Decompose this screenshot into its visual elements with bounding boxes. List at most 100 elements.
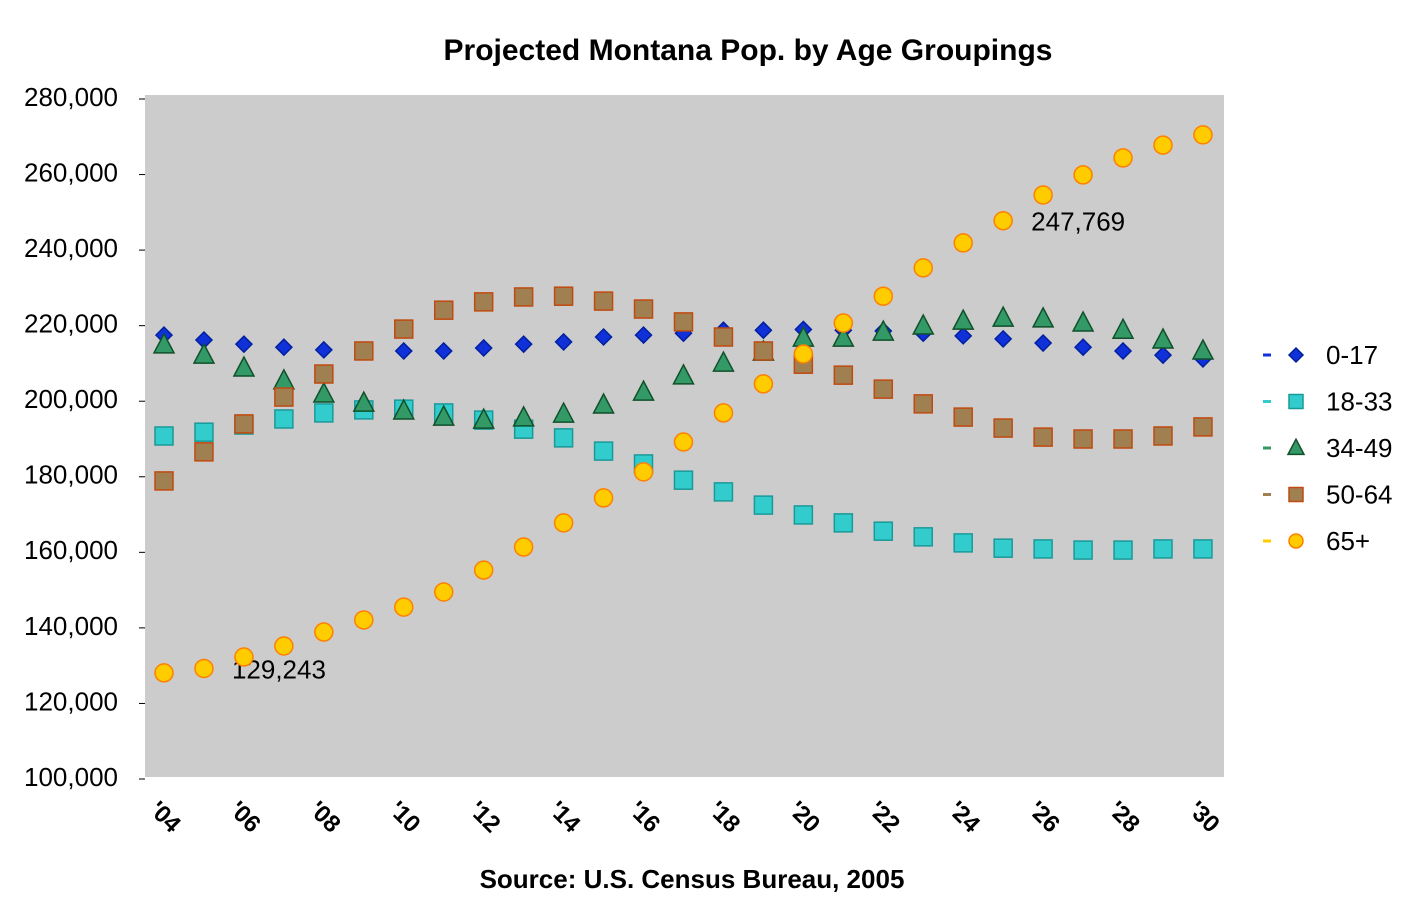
data-point <box>713 482 734 502</box>
data-point <box>633 462 654 482</box>
data-point <box>274 409 294 429</box>
data-point <box>354 341 374 361</box>
data-point <box>512 405 535 427</box>
data-point <box>712 350 735 372</box>
data-point <box>274 338 293 357</box>
data-point <box>793 344 814 364</box>
data-point <box>1113 429 1133 449</box>
data-point <box>753 495 774 515</box>
x-tick-label: '28 <box>1103 796 1145 838</box>
x-tick-label: '16 <box>623 796 665 838</box>
data-point <box>472 407 495 429</box>
data-point <box>634 326 653 345</box>
data-point <box>1193 125 1213 145</box>
data-point <box>232 355 256 377</box>
data-point <box>593 291 614 311</box>
data-point <box>833 513 854 533</box>
data-point <box>913 394 933 414</box>
data-point <box>593 441 614 461</box>
data-point <box>1034 333 1053 353</box>
legend-marker <box>1286 437 1306 456</box>
data-point <box>713 403 734 423</box>
data-point <box>154 663 174 683</box>
data-point <box>432 404 455 426</box>
data-point <box>913 527 933 547</box>
legend-marker <box>1288 533 1304 549</box>
data-point <box>1113 148 1133 168</box>
data-point <box>192 342 216 364</box>
data-point <box>234 335 253 354</box>
y-tick-label: 180,000 <box>24 460 118 490</box>
y-tick-label: 120,000 <box>24 686 118 716</box>
data-point <box>633 299 654 319</box>
data-point <box>394 597 414 617</box>
data-point <box>234 414 254 434</box>
data-point <box>993 538 1013 558</box>
data-point <box>593 488 614 508</box>
y-tick-label: 100,000 <box>24 762 118 792</box>
data-point <box>592 392 615 414</box>
data-point <box>513 537 534 557</box>
legend-marker <box>1288 393 1304 410</box>
y-tick-label: 220,000 <box>24 309 118 339</box>
data-point <box>873 379 894 399</box>
legend-label: 65+ <box>1326 526 1370 556</box>
data-point <box>394 319 414 339</box>
data-point <box>473 292 494 312</box>
data-point <box>793 505 814 525</box>
y-tick-label: 280,000 <box>24 82 118 112</box>
data-point <box>1033 539 1053 559</box>
data-point <box>753 374 774 394</box>
data-point <box>953 533 973 553</box>
data-point <box>1073 165 1093 185</box>
data-point <box>554 332 573 351</box>
data-point <box>1071 310 1095 332</box>
data-point <box>911 313 935 335</box>
data-point <box>312 381 336 403</box>
data-point <box>154 471 174 491</box>
data-point <box>1153 426 1173 446</box>
x-tick-label: '30 <box>1183 796 1225 838</box>
data-point <box>873 521 894 541</box>
x-tick-label: '24 <box>943 796 985 838</box>
x-tick-label: '04 <box>144 796 186 838</box>
data-point <box>152 332 176 354</box>
data-point <box>1111 317 1135 339</box>
data-point <box>833 365 854 385</box>
x-tick-label: '20 <box>783 796 825 838</box>
data-point <box>873 286 894 306</box>
data-point <box>872 319 895 341</box>
data-point <box>154 426 174 446</box>
chart-title: Projected Montana Pop. by Age Groupings <box>444 34 1053 67</box>
data-point <box>553 513 574 533</box>
data-point <box>433 300 454 320</box>
data-point <box>673 432 694 452</box>
data-point <box>951 308 975 330</box>
data-point <box>1153 135 1173 155</box>
data-point <box>632 379 655 401</box>
data-point <box>194 422 214 442</box>
data-point <box>552 401 575 423</box>
data-point <box>1033 427 1053 447</box>
data-point <box>954 326 973 345</box>
y-tick-label: 240,000 <box>24 233 118 263</box>
data-point <box>314 340 333 359</box>
y-tick-label: 160,000 <box>24 535 118 565</box>
data-point <box>274 636 294 656</box>
data-point <box>1153 539 1173 559</box>
data-point <box>234 647 254 667</box>
data-point <box>1193 539 1213 559</box>
legend-label: 34-49 <box>1326 433 1393 463</box>
legend-marker <box>1288 486 1304 503</box>
data-point <box>672 363 695 385</box>
x-tick-label: '06 <box>224 796 266 838</box>
x-tick-label: '12 <box>463 796 505 838</box>
data-point <box>753 341 774 361</box>
data-point <box>1033 185 1053 205</box>
x-tick-label: '10 <box>384 796 426 838</box>
y-tick-label: 260,000 <box>24 157 118 187</box>
data-point <box>833 313 854 333</box>
data-point <box>514 335 533 354</box>
data-point <box>394 341 413 361</box>
data-point <box>913 258 933 278</box>
